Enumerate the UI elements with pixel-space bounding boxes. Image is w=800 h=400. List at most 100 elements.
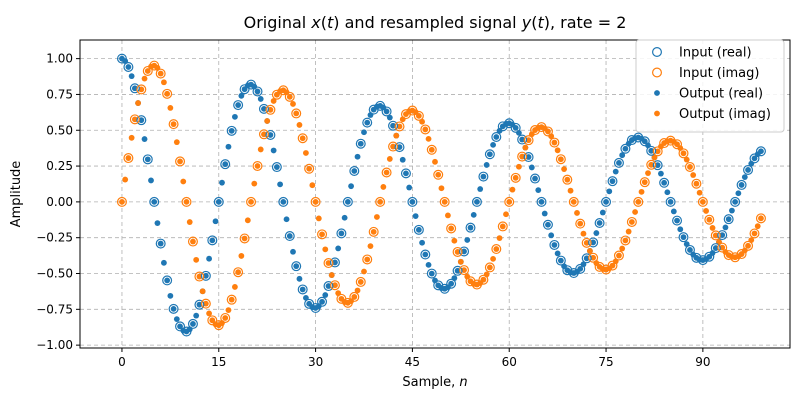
y-tick-label: −1.00 bbox=[36, 338, 73, 352]
output-point bbox=[131, 116, 138, 123]
output-point bbox=[441, 198, 448, 205]
input-point bbox=[426, 268, 437, 279]
output-point bbox=[567, 187, 574, 194]
output-point bbox=[332, 259, 338, 266]
input-point bbox=[710, 243, 721, 254]
output-point bbox=[344, 198, 351, 205]
output-point bbox=[512, 174, 519, 181]
output-point bbox=[393, 132, 400, 139]
input-point bbox=[478, 171, 489, 182]
output-point bbox=[370, 228, 377, 235]
output-point bbox=[361, 268, 367, 275]
input-point bbox=[194, 271, 205, 282]
output-point bbox=[199, 288, 206, 295]
output-point bbox=[351, 294, 358, 300]
output-point bbox=[309, 182, 316, 189]
output-point bbox=[319, 298, 325, 305]
output-point bbox=[683, 156, 690, 163]
input-point bbox=[407, 105, 418, 116]
output-point bbox=[693, 180, 700, 187]
input-point bbox=[252, 86, 263, 97]
output-point bbox=[512, 124, 519, 131]
output-point bbox=[273, 164, 280, 170]
input-point bbox=[220, 159, 231, 170]
output-point bbox=[583, 239, 590, 246]
output-point bbox=[545, 128, 551, 135]
input-point bbox=[336, 228, 347, 239]
output-point bbox=[167, 292, 174, 299]
input-point bbox=[684, 244, 695, 255]
output-point bbox=[725, 216, 732, 223]
output-point bbox=[738, 182, 745, 188]
input-point bbox=[297, 133, 308, 144]
input-point bbox=[691, 178, 702, 189]
output-point bbox=[257, 146, 264, 153]
output-point bbox=[125, 155, 132, 161]
input-point bbox=[749, 153, 760, 164]
input-point bbox=[749, 228, 760, 239]
input-point bbox=[710, 230, 721, 241]
input-point bbox=[213, 320, 224, 331]
input-point bbox=[407, 196, 418, 207]
input-point bbox=[523, 152, 534, 163]
output-point bbox=[461, 267, 467, 273]
input-point bbox=[310, 196, 321, 207]
output-point bbox=[696, 189, 703, 196]
output-point bbox=[577, 220, 584, 227]
input-point bbox=[129, 83, 140, 94]
input-point bbox=[730, 252, 741, 263]
input-point bbox=[659, 177, 670, 188]
input-point bbox=[317, 229, 328, 240]
input-point bbox=[226, 125, 237, 136]
output-point bbox=[477, 186, 484, 192]
output-point bbox=[322, 246, 329, 253]
input-point bbox=[123, 61, 134, 72]
output-point bbox=[451, 237, 458, 244]
output-point bbox=[645, 170, 651, 176]
output-point bbox=[403, 170, 409, 177]
output-point bbox=[286, 93, 293, 100]
output-point bbox=[399, 156, 406, 163]
output-point bbox=[732, 198, 739, 205]
output-point bbox=[754, 223, 761, 230]
output-point bbox=[490, 141, 496, 148]
input-point bbox=[697, 255, 708, 266]
output-point bbox=[603, 198, 609, 205]
output-point bbox=[148, 177, 154, 184]
x-tick-label: 15 bbox=[211, 355, 226, 369]
input-point bbox=[678, 148, 689, 159]
output-point bbox=[270, 147, 277, 154]
series-input-imag bbox=[116, 60, 766, 331]
series-output-imag bbox=[119, 62, 764, 329]
input-point bbox=[530, 125, 541, 136]
output-point bbox=[741, 174, 748, 181]
output-point bbox=[622, 145, 629, 152]
input-point bbox=[246, 196, 257, 207]
input-point bbox=[439, 196, 450, 207]
output-point bbox=[383, 169, 390, 176]
output-point bbox=[648, 147, 655, 154]
legend-marker bbox=[651, 46, 662, 57]
input-point bbox=[704, 214, 715, 225]
input-point bbox=[626, 216, 637, 227]
output-point bbox=[119, 198, 125, 205]
title-part: Original bbox=[244, 13, 312, 32]
input-point bbox=[575, 218, 586, 229]
input-point bbox=[568, 196, 579, 207]
y-tick-label: −0.75 bbox=[36, 302, 73, 316]
output-point bbox=[719, 244, 726, 251]
output-point bbox=[170, 121, 177, 128]
output-point bbox=[525, 154, 532, 160]
output-point bbox=[667, 198, 674, 205]
output-point bbox=[654, 148, 661, 155]
output-point bbox=[377, 198, 384, 205]
output-point bbox=[125, 64, 132, 70]
output-point bbox=[496, 127, 503, 134]
output-point bbox=[138, 86, 145, 93]
output-point bbox=[261, 105, 267, 112]
output-point bbox=[616, 159, 622, 166]
output-point bbox=[445, 212, 451, 219]
output-point bbox=[661, 179, 668, 186]
output-point bbox=[367, 243, 374, 250]
input-point bbox=[413, 110, 424, 121]
